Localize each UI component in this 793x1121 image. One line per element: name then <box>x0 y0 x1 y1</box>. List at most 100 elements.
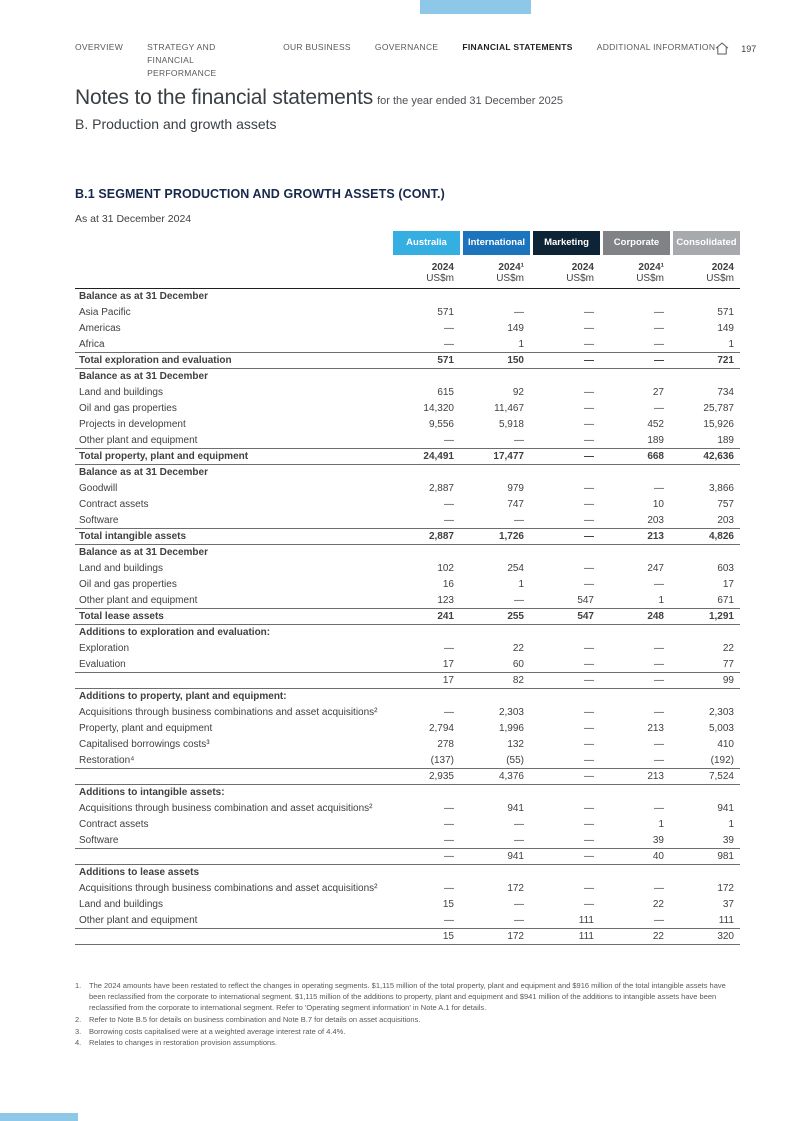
cell-value: 941 <box>460 848 530 865</box>
column-year: 2024 <box>571 262 594 273</box>
column-unit: US$m <box>390 273 460 289</box>
page-title: Notes to the financial statements <box>75 86 374 109</box>
row-label: Software <box>79 834 119 846</box>
cell-value: 571 <box>437 307 454 318</box>
cell-value <box>530 464 600 481</box>
cell-value: 14,320 <box>423 403 454 414</box>
cell-value: — <box>654 643 664 654</box>
cell-value: — <box>514 434 524 446</box>
cell-value: — <box>584 419 594 430</box>
footnote-number: 1. <box>75 981 82 990</box>
table-row: Land and buildings 15 — — 22 37 <box>75 897 740 913</box>
row-label: Oil and gas properties <box>79 579 177 590</box>
cell-value: 213 <box>647 723 664 734</box>
cell-value: 452 <box>647 419 664 430</box>
cell-value <box>390 624 460 641</box>
row-label <box>75 672 390 689</box>
cell-value: — <box>584 514 594 526</box>
table-row: Additions to exploration and evaluation: <box>75 624 740 641</box>
bottom-accent-bar <box>0 1113 78 1121</box>
cell-value <box>530 864 600 881</box>
table-row: Acquisitions through business combinatio… <box>75 705 740 721</box>
cell-value: 149 <box>717 323 734 334</box>
table-row: 2,935 4,376—213 7,524 <box>75 768 740 785</box>
cell-value: 203 <box>647 514 664 526</box>
cell-value: — <box>514 819 524 830</box>
row-label: Additions to intangible assets: <box>75 784 390 801</box>
table-row: Acquisitions through business combinatio… <box>75 881 740 897</box>
cell-value <box>670 624 740 641</box>
cell-value: — <box>584 563 594 574</box>
cell-value: — <box>654 803 664 814</box>
nav-item-additional-information[interactable]: ADDITIONAL INFORMATION <box>596 42 716 52</box>
row-label: Americas <box>79 323 121 334</box>
home-icon[interactable] <box>715 42 729 55</box>
row-label: Balance as at 31 December <box>75 464 390 481</box>
cell-value: 668 <box>600 448 670 465</box>
column-year-row: 2024 2024¹ 2024 2024¹ 2024 <box>75 255 740 273</box>
cell-value <box>600 368 670 385</box>
column-chip-cell: Consolidated <box>670 231 740 255</box>
cell-value: — <box>654 658 664 670</box>
cell-value <box>670 784 740 801</box>
cell-value: 2,887 <box>428 483 454 494</box>
table-row: Additions to property, plant and equipme… <box>75 688 740 705</box>
footnote-text: Relates to changes in restoration provis… <box>89 1038 278 1048</box>
column-chip-australia: Australia <box>393 231 460 255</box>
cell-value: 247 <box>647 563 664 574</box>
title-block: Notes to the financial statements for the… <box>75 86 563 132</box>
cell-value: (137) <box>430 754 454 766</box>
header-spacer <box>75 231 390 255</box>
cell-value: — <box>654 307 664 318</box>
nav-item-governance[interactable]: GOVERNANCE <box>374 42 439 52</box>
table-row: Total intangible assets 2,887 1,726—213 4,8… <box>75 528 740 545</box>
row-label: Asia Pacific <box>79 307 131 318</box>
row-label <box>75 848 390 865</box>
table-row: Other plant and equipment 123 — 547 1 671 <box>75 593 740 609</box>
cell-value: 203 <box>717 514 734 526</box>
nav-item-overview[interactable]: OVERVIEW <box>75 42 124 52</box>
cell-value: — <box>444 323 454 334</box>
nav-item-our-business[interactable]: OUR BUSINESS <box>283 42 351 52</box>
table-row: Property, plant and equipment 2,794 1,996 —… <box>75 721 740 737</box>
cell-value: 547 <box>577 594 594 606</box>
cell-value: — <box>584 579 594 590</box>
cell-value: — <box>584 883 594 894</box>
cell-value: 571 <box>717 307 734 318</box>
cell-value: 979 <box>507 483 524 494</box>
cell-value <box>390 784 460 801</box>
header-spacer <box>75 255 390 273</box>
cell-value: 15 <box>442 899 454 910</box>
cell-value: — <box>584 754 594 766</box>
cell-value <box>460 368 530 385</box>
table-row: Software — — — 39 39 <box>75 833 740 849</box>
cell-value: 2,887 <box>390 528 460 545</box>
cell-value: — <box>530 768 600 785</box>
cell-value: — <box>444 338 454 350</box>
cell-value: 3,866 <box>708 483 734 494</box>
footnote-number: 3. <box>75 1026 82 1036</box>
table-row: Americas — 149 — — 149 <box>75 321 740 337</box>
cell-value: — <box>530 528 600 545</box>
cell-value <box>670 464 740 481</box>
cell-value: — <box>654 338 664 350</box>
row-label: Capitalised borrowings costs³ <box>79 739 210 750</box>
cell-value: 615 <box>437 387 454 398</box>
cell-value <box>460 288 530 305</box>
row-label: Acquisitions through business combinatio… <box>79 883 378 894</box>
cell-value: — <box>654 707 664 718</box>
top-accent-tab <box>420 0 531 14</box>
cell-value: 60 <box>512 658 524 670</box>
cell-value <box>460 544 530 561</box>
cell-value: 10 <box>652 499 664 510</box>
cell-value: 150 <box>460 352 530 369</box>
row-label: Contract assets <box>79 819 149 830</box>
column-unit: US$m <box>530 273 600 289</box>
cell-value: — <box>584 834 594 846</box>
nav-item-financial-statements[interactable]: FINANCIAL STATEMENTS <box>462 42 573 52</box>
cell-value: 102 <box>437 563 454 574</box>
cell-value: 17 <box>442 658 454 670</box>
nav-item-strategy-and-financial-performance[interactable]: STRATEGY AND FINANCIAL PERFORMANCE <box>147 42 217 79</box>
cell-value <box>530 544 600 561</box>
cell-value <box>670 544 740 561</box>
